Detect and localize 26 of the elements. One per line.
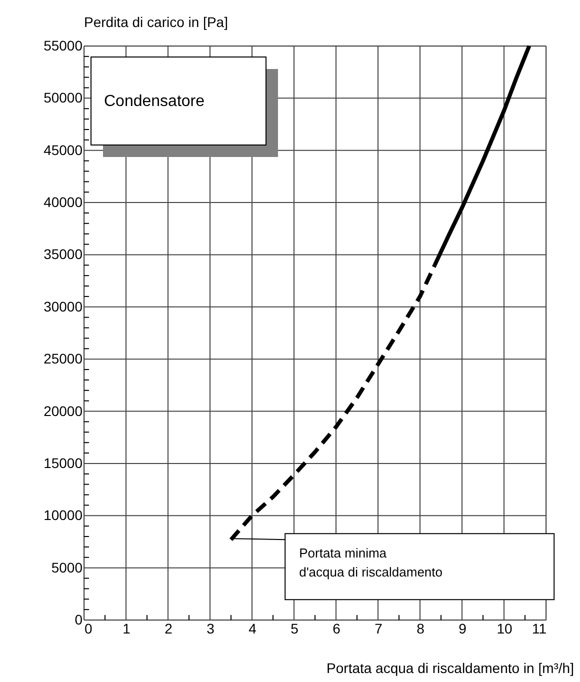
y-tick-label: 10000 xyxy=(44,507,83,524)
x-tick-label: 8 xyxy=(416,620,425,636)
y-tick-label: 35000 xyxy=(44,246,83,262)
x-tick-label: 5 xyxy=(290,620,299,636)
y-tick-label: 15000 xyxy=(44,454,83,471)
x-tick-label: 1 xyxy=(122,620,131,636)
x-tick-label: 2 xyxy=(164,620,173,636)
x-tick-label: 9 xyxy=(458,620,467,636)
y-tick-label: 45000 xyxy=(44,142,83,158)
y-tick-label: 30000 xyxy=(44,298,83,314)
x-tick-label: 11 xyxy=(532,620,547,636)
y-tick-label: 40000 xyxy=(44,194,83,210)
x-tick-label: 7 xyxy=(374,620,383,636)
x-tick-label: 4 xyxy=(248,620,257,636)
x-tick-label: 6 xyxy=(332,620,341,636)
y-tick-label: 50000 xyxy=(44,90,83,106)
y-axis-title: Perdita di carico in [Pa] xyxy=(84,14,228,30)
y-tick-label: 5000 xyxy=(51,559,83,576)
x-axis-title: Portata acqua di riscaldamento in [m³/h] xyxy=(326,660,574,676)
y-tick-label: 55000 xyxy=(44,38,83,54)
y-tick-label: 25000 xyxy=(44,350,83,367)
annotation: Portata minima d'acqua di riscaldamento xyxy=(299,546,443,580)
x-tick-label: 3 xyxy=(206,620,215,636)
y-tick-label: 20000 xyxy=(44,402,83,419)
x-tick-label: 10 xyxy=(496,620,512,636)
text: Condensatore xyxy=(104,93,205,110)
